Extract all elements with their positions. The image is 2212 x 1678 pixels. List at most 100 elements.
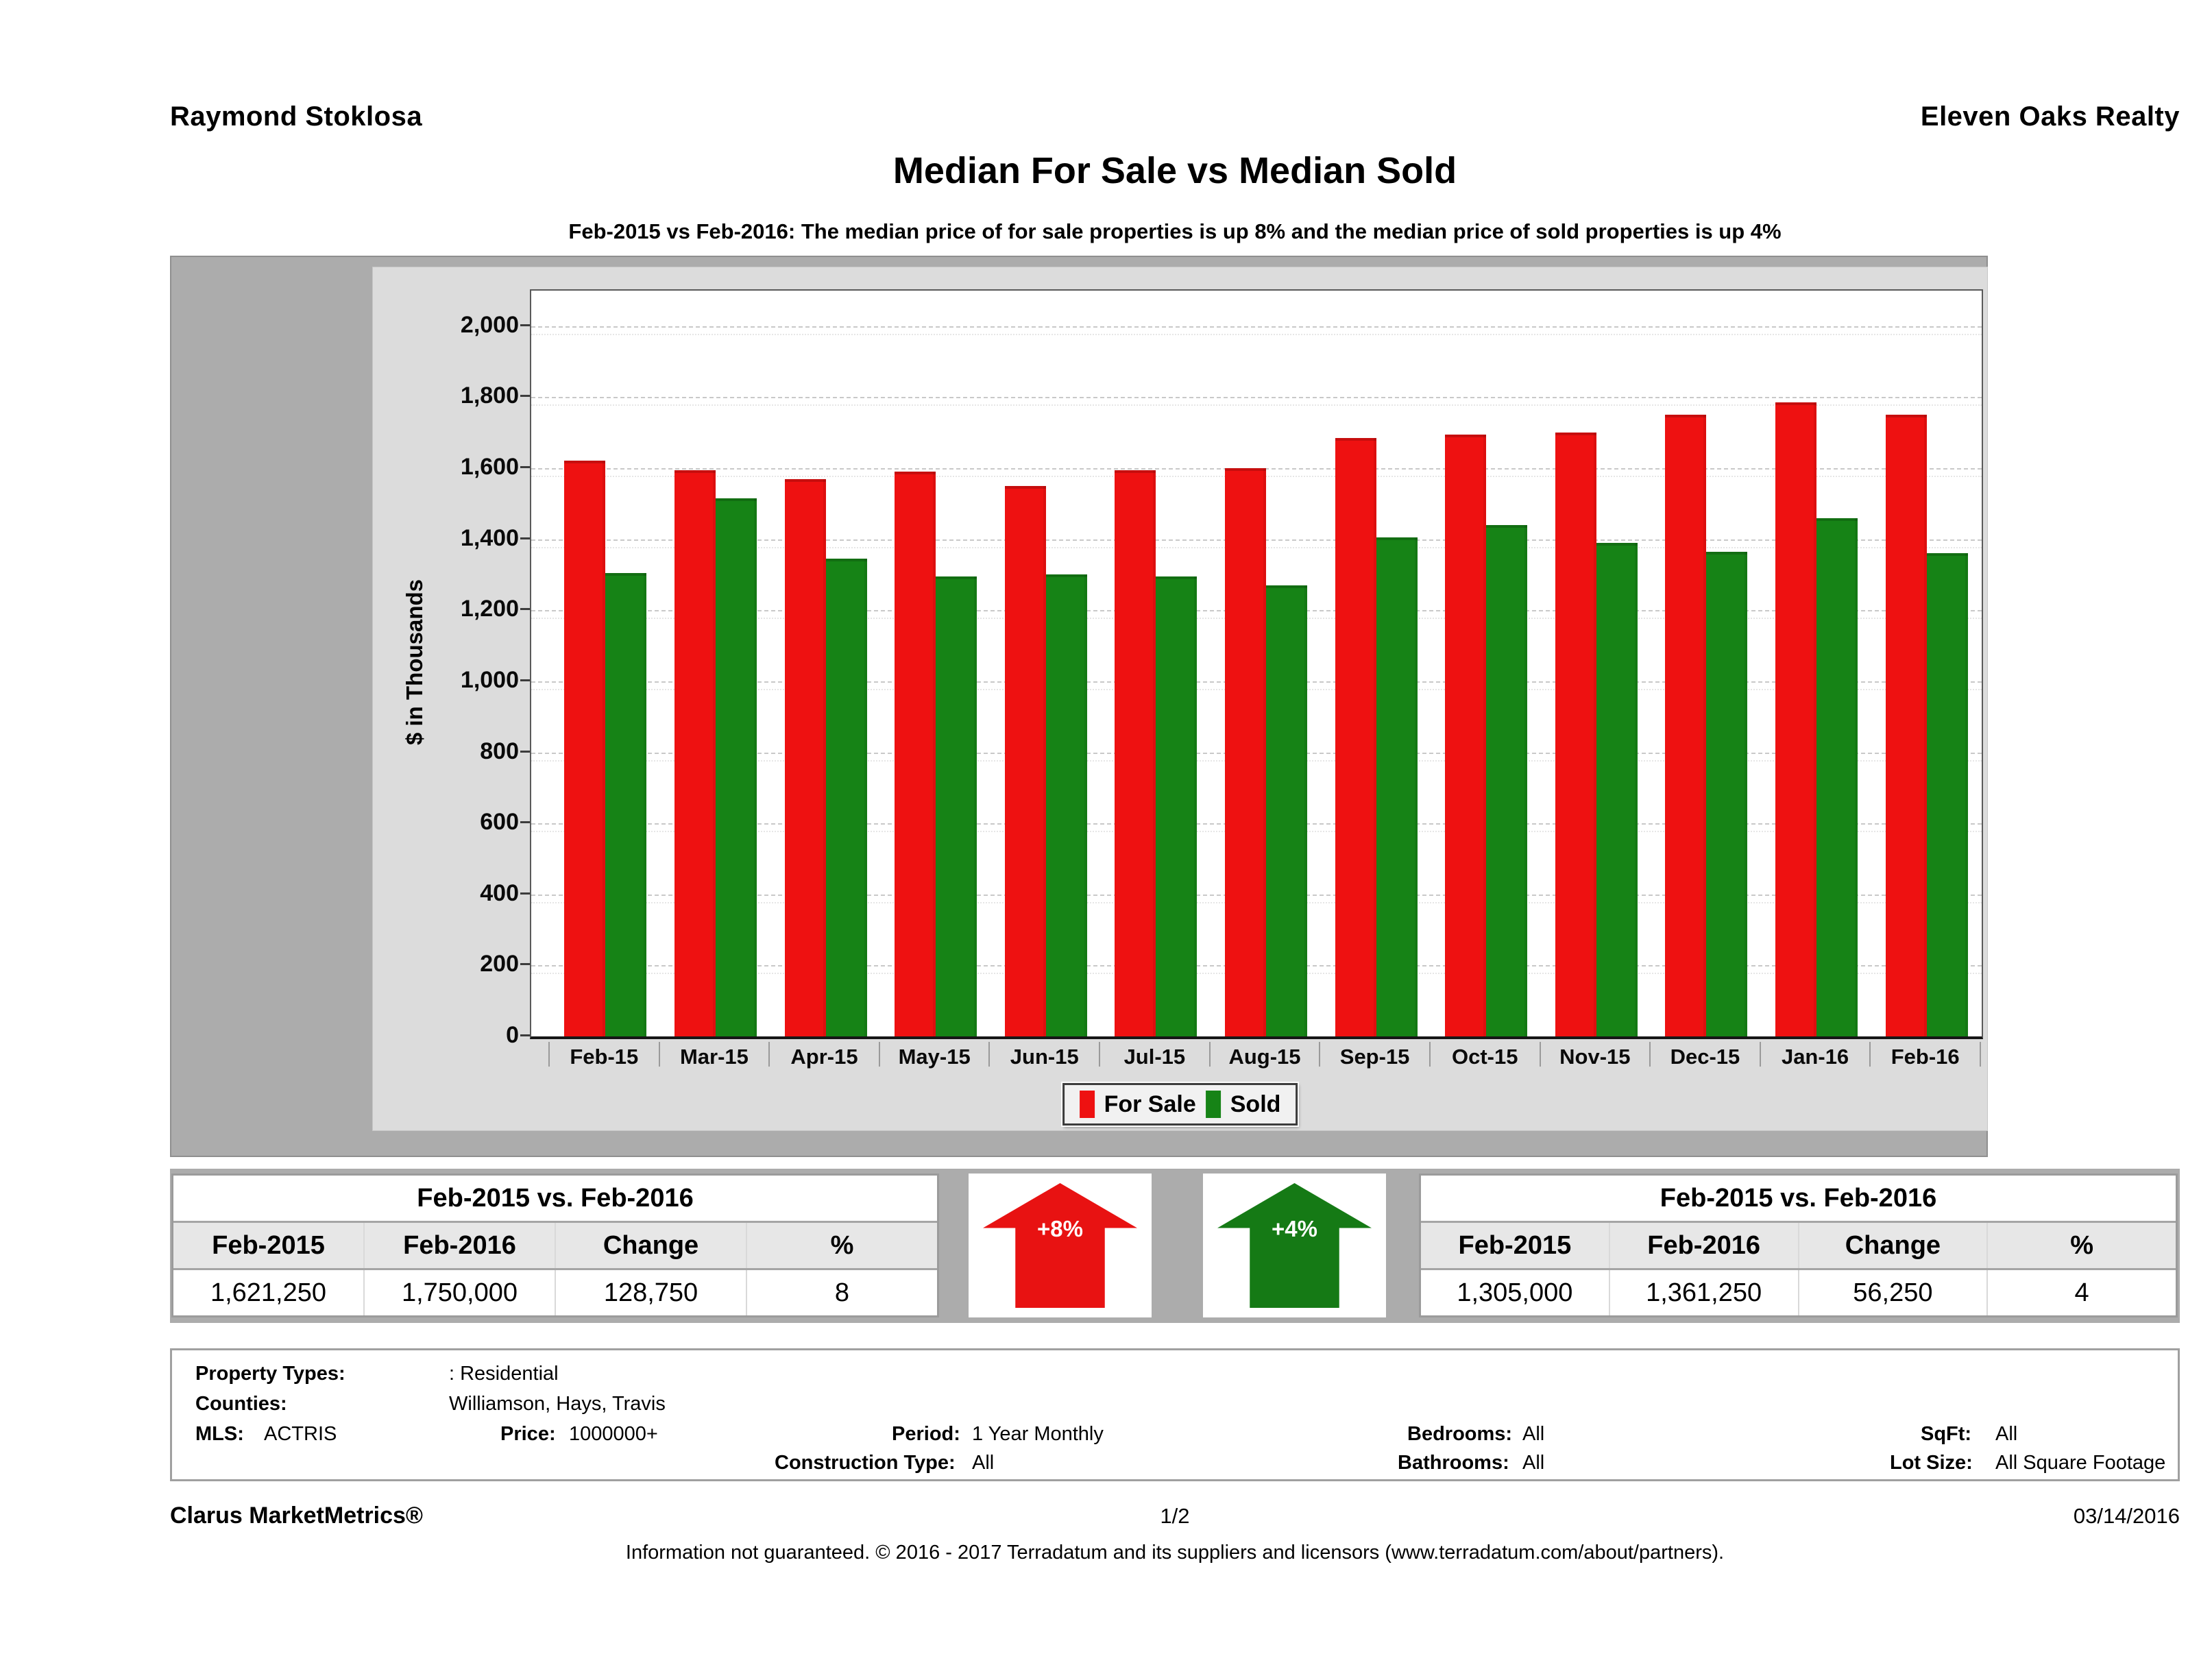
y-tick-mark [520, 963, 530, 966]
x-tick-separator [1099, 1042, 1101, 1067]
x-axis: Feb-15 Mar-15 Apr-15 May-15 Jun-15 Jul-15 Aug-… [530, 1039, 1981, 1075]
for-sale-bar-Dec-15 [1665, 415, 1707, 1036]
lot-size-label: Lot Size: [1890, 1452, 1973, 1474]
sold-comparison-table: Feb-2015 vs. Feb-2016 Feb-2015 Feb-2016 … [1419, 1174, 2178, 1317]
sold-bar-Jul-15 [1156, 576, 1198, 1036]
lot-size-value: All Square Footage [1995, 1452, 2166, 1474]
sold-change-arrow-box: +4% [1203, 1174, 1386, 1317]
property-types-value: : Residential [449, 1363, 559, 1385]
x-tick-label: Feb-15 [570, 1045, 639, 1069]
table-value-cell: 4 [1986, 1270, 2176, 1315]
y-tick-label: 0 [506, 1022, 519, 1048]
x-tick-label: Dec-15 [1670, 1045, 1740, 1069]
y-tick-mark [520, 608, 530, 611]
chart-panel: 0 200 400 600 800 1,000 1,200 1,400 1,600 1,800 2,… [372, 267, 1988, 1131]
x-tick-separator [1649, 1042, 1651, 1067]
for-sale-bar-Jun-15 [1004, 485, 1046, 1036]
y-tick-label: 400 [480, 879, 519, 906]
counties-value: Williamson, Hays, Travis [449, 1393, 666, 1415]
table-value-cell: 1,750,000 [363, 1270, 555, 1315]
for-sale-bar-May-15 [895, 472, 936, 1036]
page-subtitle: Feb-2015 vs Feb-2016: The median price o… [568, 219, 1782, 243]
x-tick-separator [548, 1042, 550, 1067]
up-arrow-icon [983, 1183, 1137, 1308]
agent-name: Raymond Stoklosa [170, 101, 423, 132]
construction-type-label: Construction Type: [775, 1452, 956, 1474]
plot-area [530, 289, 1983, 1039]
price-value: 1000000+ [569, 1423, 658, 1445]
for-sale-bar-Aug-15 [1225, 468, 1266, 1036]
sold-bar-Jan-16 [1816, 518, 1858, 1036]
y-tick-mark [520, 324, 530, 326]
table-title: Feb-2015 vs. Feb-2016 [173, 1176, 937, 1221]
x-tick-separator [1208, 1042, 1211, 1067]
table-header-cell: % [1986, 1223, 2176, 1268]
sqft-value: All [1995, 1423, 2018, 1445]
sold-bar-Dec-15 [1706, 551, 1748, 1036]
y-tick-label: 1,200 [460, 596, 519, 622]
sold-bar-May-15 [936, 576, 977, 1036]
sold-bar-Jun-15 [1045, 574, 1087, 1036]
x-tick-label: May-15 [898, 1045, 971, 1069]
x-tick-separator [1539, 1042, 1541, 1067]
mls-label: MLS: [195, 1423, 244, 1445]
table-title: Feb-2015 vs. Feb-2016 [1421, 1176, 2176, 1221]
sold-legend-swatch [1205, 1091, 1221, 1118]
for-sale-legend-swatch [1079, 1091, 1095, 1118]
table-value-cell: 128,750 [555, 1270, 746, 1315]
x-tick-label: Aug-15 [1228, 1045, 1301, 1069]
period-value: 1 Year Monthly [972, 1423, 1104, 1445]
y-tick-mark [520, 466, 530, 469]
sold-bar-Feb-16 [1926, 552, 1968, 1036]
table-header-row: Feb-2015 Feb-2016 Change % [173, 1221, 937, 1270]
y-tick-mark [520, 892, 530, 895]
bathrooms-value: All [1522, 1452, 1545, 1474]
y-tick-label: 1,800 [460, 382, 519, 409]
property-types-label: Property Types: [195, 1363, 345, 1385]
x-tick-separator [1759, 1042, 1761, 1067]
y-axis: 0 200 400 600 800 1,000 1,200 1,400 1,600 1,800 2,… [373, 289, 530, 1048]
table-header-cell: Change [555, 1223, 746, 1268]
company-name: Eleven Oaks Realty [1920, 101, 2180, 132]
x-tick-separator [1429, 1042, 1431, 1067]
footer-brand: Clarus MarketMetrics® [170, 1503, 423, 1529]
footer-page-number: 1/2 [1160, 1504, 1190, 1528]
table-value-cell: 1,361,250 [1608, 1270, 1798, 1315]
x-tick-label: Feb-16 [1891, 1045, 1960, 1069]
y-tick-mark [520, 821, 530, 824]
y-tick-label: 1,600 [460, 454, 519, 481]
sqft-label: SqFt: [1921, 1423, 1972, 1445]
y-tick-label: 1,400 [460, 524, 519, 551]
table-value-cell: 1,621,250 [210, 1278, 327, 1307]
x-tick-separator [1869, 1042, 1871, 1067]
table-value-cell: 56,250 [1797, 1270, 1987, 1315]
sold-bar-Aug-15 [1266, 585, 1307, 1036]
y-tick-mark [520, 395, 530, 398]
table-value-cell: 1,305,000 [1457, 1278, 1573, 1307]
for-sale-bar-Feb-15 [564, 461, 606, 1036]
x-tick-label: Jun-15 [1010, 1045, 1079, 1069]
for-sale-bar-Jul-15 [1115, 470, 1156, 1036]
for-sale-bar-Jan-16 [1775, 402, 1817, 1036]
x-tick-separator [768, 1042, 770, 1067]
comparison-strip: Feb-2015 vs. Feb-2016 Feb-2015 Feb-2016 … [170, 1169, 2180, 1323]
for-sale-comparison-table: Feb-2015 vs. Feb-2016 Feb-2015 Feb-2016 … [171, 1174, 939, 1317]
x-tick-label: Mar-15 [679, 1045, 749, 1069]
construction-type-value: All [972, 1452, 995, 1474]
gridline [531, 326, 1982, 335]
counties-label: Counties: [195, 1393, 287, 1415]
footer-disclaimer: Information not guaranteed. © 2016 - 201… [625, 1542, 1725, 1564]
chart-container: 0 200 400 600 800 1,000 1,200 1,400 1,600 1,800 2,… [170, 256, 1988, 1157]
y-tick-label: 200 [480, 951, 519, 977]
sold-change-percent: +4% [1272, 1216, 1317, 1241]
y-tick-label: 1,000 [460, 666, 519, 693]
bedrooms-value: All [1522, 1423, 1545, 1445]
for-sale-change-percent: +8% [1037, 1216, 1083, 1241]
table-header-cell: % [746, 1223, 937, 1268]
x-tick-separator [878, 1042, 880, 1067]
y-tick-mark [520, 537, 530, 539]
for-sale-legend-label: For Sale [1104, 1091, 1196, 1117]
x-tick-separator [658, 1042, 660, 1067]
x-tick-separator [1980, 1042, 1981, 1067]
bedrooms-label: Bedrooms: [1407, 1423, 1513, 1445]
